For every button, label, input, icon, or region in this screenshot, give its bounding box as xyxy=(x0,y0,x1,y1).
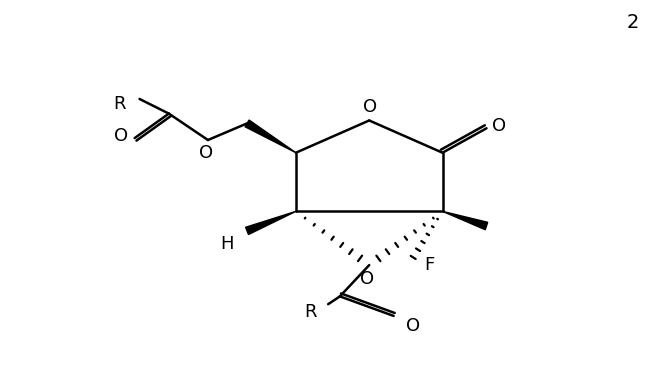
Polygon shape xyxy=(246,211,296,235)
Text: O: O xyxy=(363,98,377,116)
Polygon shape xyxy=(245,120,296,153)
Text: F: F xyxy=(425,256,435,274)
Text: R: R xyxy=(114,95,126,113)
Polygon shape xyxy=(442,211,488,230)
Text: O: O xyxy=(114,127,128,145)
Text: O: O xyxy=(199,144,213,162)
Text: H: H xyxy=(220,235,234,252)
Text: O: O xyxy=(360,270,375,288)
Text: 2: 2 xyxy=(627,13,639,32)
Text: R: R xyxy=(304,303,317,321)
Text: O: O xyxy=(492,117,507,135)
Text: O: O xyxy=(406,317,420,335)
